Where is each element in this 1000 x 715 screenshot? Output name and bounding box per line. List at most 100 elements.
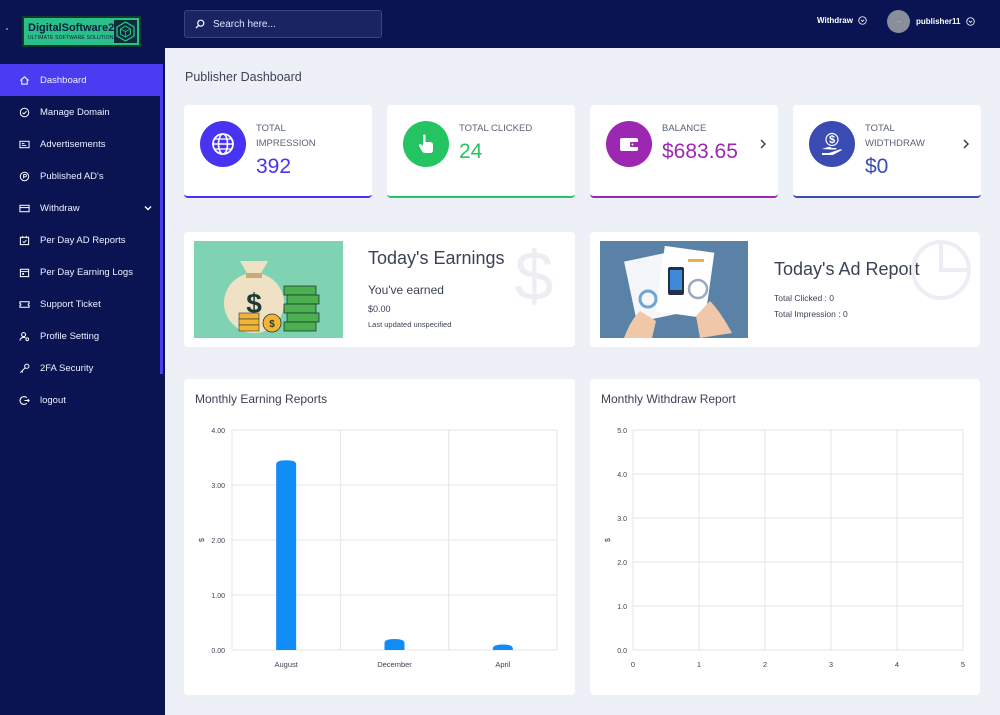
user-gear-icon — [18, 330, 30, 342]
wallet-icon — [606, 121, 652, 167]
brand-name: DigitalSoftware24 — [28, 22, 121, 34]
sidebar-scrollbar[interactable] — [160, 64, 163, 374]
calendar-check-icon — [18, 234, 30, 246]
search-input[interactable] — [213, 18, 373, 30]
sidebar-item-withdraw[interactable]: Withdraw — [0, 192, 165, 224]
sidebar-item-support-ticket[interactable]: Support Ticket — [0, 288, 165, 320]
monthly-earning-chart-panel: Monthly Earning Reports 0.00 1.00 2.00 3.00… — [184, 379, 575, 695]
x-tick-label: 2 — [763, 660, 767, 669]
todays-ad-report-panel: Today's Ad Report Total Clicked : 0 Tota… — [590, 232, 980, 347]
sidebar-item-advertisements[interactable]: Advertisements — [0, 128, 165, 160]
y-tick-label: 4.00 — [211, 428, 225, 435]
sidebar-item-label: Manage Domain — [40, 106, 110, 118]
user-menu[interactable]: → publisher11 — [887, 10, 976, 33]
stat-card-total-clicked: TOTAL CLICKED 24 — [387, 105, 575, 198]
y-axis-label: $ — [199, 538, 206, 542]
y-tick-label: 2.00 — [211, 538, 225, 545]
withdraw-menu[interactable]: Withdraw — [817, 16, 867, 25]
monthly-withdraw-chart-panel: Monthly Withdraw Report 0.0 1.0 2.0 3.0 4.0 5… — [590, 379, 980, 695]
y-tick-label: 3.0 — [617, 516, 627, 523]
sidebar-item-profile-setting[interactable]: Profile Setting — [0, 320, 165, 352]
stat-card-balance[interactable]: BALANCE $683.65 — [590, 105, 778, 198]
withdraw-menu-label: Withdraw — [817, 16, 853, 25]
avatar-glyph: → — [895, 18, 902, 25]
y-tick-label: 0.00 — [211, 648, 225, 655]
sidebar-item-2fa-security[interactable]: 2FA Security — [0, 352, 165, 384]
globe-icon — [200, 121, 246, 167]
x-tick-label: April — [495, 660, 510, 669]
ad-icon — [18, 138, 30, 150]
cube-logo-icon — [114, 20, 137, 43]
earnings-subtitle: You've earned — [368, 283, 444, 297]
search-box[interactable] — [184, 10, 382, 38]
svg-text:$: $ — [515, 240, 554, 310]
check-circle-icon — [18, 106, 30, 118]
pie-chart-watermark-icon — [911, 240, 971, 300]
money-hand-icon: $ — [809, 121, 855, 167]
svg-text:$: $ — [829, 134, 835, 146]
y-tick-label: 1.00 — [211, 593, 225, 600]
sidebar-item-label: logout — [40, 394, 66, 406]
earnings-title: Today's Earnings — [368, 248, 505, 268]
earning-chart-title: Monthly Earning Reports — [195, 392, 328, 406]
chevron-down-circle-icon — [858, 16, 867, 25]
stat-value: $683.65 — [662, 140, 738, 163]
ticket-icon — [18, 298, 30, 310]
stat-value: 24 — [459, 140, 483, 163]
key-icon — [18, 362, 30, 374]
bar-december — [384, 639, 405, 650]
x-tick-label: August — [274, 660, 298, 669]
x-tick-label: December — [377, 660, 412, 669]
sidebar: DigitalSoftware24 ULTIMATE SOFTWARE SOLU… — [0, 0, 165, 715]
stat-card-total-withdraw[interactable]: $ TOTAL WIDTHDRAW $0 — [793, 105, 981, 198]
x-tick-label: 1 — [697, 660, 701, 669]
earning-bar-chart: 0.00 1.00 2.00 3.00 4.00 $ August December April — [199, 428, 558, 669]
sidebar-item-label: Dashboard — [40, 74, 87, 86]
svg-text:$: $ — [269, 319, 275, 330]
y-tick-label: 0.0 — [617, 648, 627, 655]
x-tick-label: 0 — [631, 660, 635, 669]
wallet-icon — [18, 202, 30, 214]
sidebar-item-label: Profile Setting — [40, 330, 100, 342]
stat-value: $0 — [865, 155, 889, 178]
calendar-icon — [18, 266, 30, 278]
withdraw-chart-title: Monthly Withdraw Report — [601, 392, 736, 406]
chevron-right-icon[interactable] — [758, 138, 768, 150]
sidebar-item-published-ads[interactable]: Published AD's — [0, 160, 165, 192]
stat-card-total-impression: TOTAL IMPRESSION 392 — [184, 105, 372, 198]
withdraw-line-chart: 0.0 1.0 2.0 3.0 4.0 5.0 0 1 2 3 4 5 $ — [605, 428, 965, 669]
sidebar-item-dashboard[interactable]: Dashboard — [0, 64, 160, 96]
top-bar: Withdraw → publisher11 — [165, 0, 1000, 48]
brand-logo[interactable]: DigitalSoftware24 ULTIMATE SOFTWARE SOLU… — [22, 16, 141, 47]
sidebar-item-label: 2FA Security — [40, 362, 94, 374]
x-tick-label: 3 — [829, 660, 833, 669]
y-tick-label: 1.0 — [617, 604, 627, 611]
ad-report-title: Today's Ad Report — [774, 259, 920, 279]
sidebar-item-manage-domain[interactable]: Manage Domain — [0, 96, 165, 128]
sidebar-dot — [6, 28, 8, 30]
home-icon — [18, 74, 30, 86]
chevron-down-circle-icon — [966, 17, 976, 26]
chevron-down-icon — [144, 206, 152, 211]
stat-label: TOTAL IMPRESSION — [256, 123, 316, 149]
dollar-watermark-icon: $ — [515, 240, 554, 310]
avatar[interactable]: → — [887, 10, 910, 33]
stat-label: TOTAL WIDTHDRAW — [865, 123, 925, 149]
bar-april — [492, 644, 513, 650]
sidebar-item-logout[interactable]: logout — [0, 384, 165, 416]
publish-icon — [18, 170, 30, 182]
sidebar-item-label: Advertisements — [40, 138, 106, 150]
y-axis-label: $ — [605, 538, 612, 542]
sidebar-item-per-day-earning-logs[interactable]: Per Day Earning Logs — [0, 256, 165, 288]
svg-text:$: $ — [246, 288, 262, 319]
sidebar-item-per-day-ad-reports[interactable]: Per Day AD Reports — [0, 224, 165, 256]
sidebar-nav: Dashboard Manage Domain Advertisements P… — [0, 64, 165, 416]
sidebar-item-label: Support Ticket — [40, 298, 101, 310]
pointer-hand-icon — [403, 121, 449, 167]
logout-icon — [18, 394, 30, 406]
chevron-right-icon[interactable] — [961, 138, 971, 150]
earnings-amount: $0.00 — [368, 304, 391, 314]
stat-value: 392 — [256, 155, 292, 178]
sidebar-item-label: Withdraw — [40, 202, 80, 214]
x-tick-label: 4 — [895, 660, 899, 669]
